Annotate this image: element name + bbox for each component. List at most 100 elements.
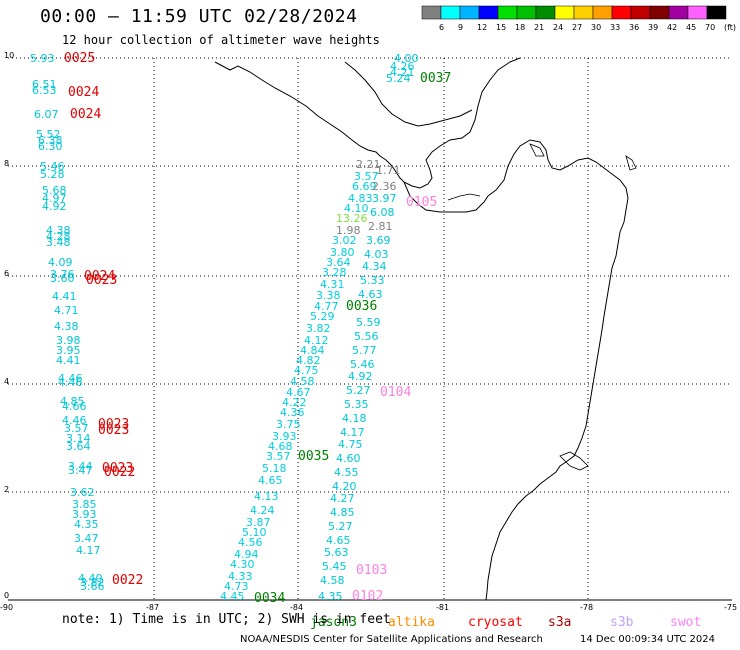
wave-height-value: 4.75 [294,364,319,377]
wave-height-value: 5.10 [242,526,267,539]
mission-name: cryosat [468,615,523,630]
wave-height-value: 3.76 [50,268,75,281]
track-center: 2.213.576.694.834.1013.261.983.023.803.6… [220,158,381,606]
wave-height-value: 4.18 [342,412,367,425]
legend-swatch [649,5,670,20]
mission-name: jason3 [310,615,357,630]
wave-height-value: 3.44 [68,460,93,473]
legend-swatch [573,5,594,20]
wave-height-value: 5.18 [262,462,287,475]
pass-time: 0024 [68,85,99,100]
wave-height-value: 3.97 [372,192,397,205]
wave-height-value: 3.85 [72,498,97,511]
wave-height-value: 4.58 [290,375,315,388]
wave-height-value: 4.65 [258,474,283,487]
mission-name: s3b [610,615,634,630]
lat-tick-label: 8 [4,159,9,168]
legend-label: 9 [458,23,463,32]
wave-height-value: 2.36 [372,180,397,193]
lon-tick-label: -90 [0,603,13,612]
footer-timestamp: 14 Dec 00:09:34 UTC 2024 [580,634,715,645]
wave-height-value: 5.24 [386,72,411,85]
wave-height-value: 4.46 [58,372,83,385]
wave-height-value: 3.14 [66,432,91,445]
wave-height-value: 4.12 [304,334,329,347]
pass-time: 0102 [352,589,383,604]
legend-label: 45 [686,23,696,32]
wave-height-value: 4.31 [320,278,345,291]
pass-time: 0034 [254,591,285,606]
legend-label: 21 [534,23,544,32]
wave-height-value: 4.20 [332,480,357,493]
wave-height-value: 5.33 [360,274,385,287]
wave-height-value: 4.27 [330,492,355,505]
pass-time: 0103 [356,563,387,578]
legend-label: 15 [496,23,506,32]
pass-time: 0023 [98,417,129,432]
wave-height-value: 4.94 [234,548,259,561]
wave-height-value: 3.57 [354,170,379,183]
legend-label: 42 [667,23,677,32]
wave-height-value: 5.45 [322,560,347,573]
wave-height-value: 5.93 [30,52,55,65]
wave-height-value: 4.22 [282,396,307,409]
wave-height-value: 2.21 [356,158,381,171]
wave-height-value: 4.67 [286,386,311,399]
legend-swatch [630,5,651,20]
mission-name: altika [388,615,435,630]
wave-height-value: 3.28 [322,266,347,279]
wave-height-value: 3.02 [332,234,357,247]
wave-height-value: 5.77 [352,344,377,357]
legend-swatch [421,5,442,20]
wave-height-value: 4.75 [338,438,363,451]
legend-swatch [668,5,689,20]
wave-height-value: 3.98 [56,334,81,347]
wave-height-value: 3.48 [46,236,71,249]
pass-time: 0037 [420,71,451,86]
wave-height-value: 4.85 [330,506,355,519]
wave-height-value: 5.56 [354,330,379,343]
wave-height-value: 4.55 [334,466,359,479]
wave-height-value: 3.66 [80,580,105,593]
wave-height-value: 4.13 [254,490,279,503]
wave-height-value: 4.03 [364,248,389,261]
pass-time: 0105 [406,195,437,210]
wave-height-value: 6.51 [32,78,57,91]
wave-height-value: 4.71 [54,304,79,317]
track-east: 1.71 2.363.976.082.813.694.034.345.334.63… [318,164,437,604]
legend-label: 12 [477,23,487,32]
wave-height-value: 4.46 [58,376,83,389]
map-grid [8,57,732,600]
pass-time: 0023 [98,423,129,438]
wave-height-value: 5.46 [40,160,65,173]
wave-height-value: 4.28 [46,230,71,243]
wave-height-value: 3.82 [80,576,105,589]
wave-height-value: 4.92 [348,370,373,383]
wave-height-value: 13.26 [336,212,368,225]
wave-height-value: 4.10 [344,202,369,215]
wave-height-value: 5.29 [310,310,335,323]
wave-height-value: 5.28 [40,168,65,181]
pass-time: 0035 [298,449,329,464]
pass-time: 0036 [346,299,377,314]
pass-time: 0025 [64,51,95,66]
legend-label: 70 [705,23,715,32]
pass-time: 0022 [104,465,135,480]
wave-height-value: 6.07 [34,108,59,121]
wave-height-value: 4.92 [42,200,67,213]
legend-swatch [535,5,556,20]
pass-time: 0104 [380,385,411,400]
wave-height-value: 3.82 [306,322,331,335]
wave-height-value: 6.30 [38,140,63,153]
wave-height-value: 3.60 [50,272,75,285]
footer-note: note: 1) Time is in UTC; 2) SWH is in fe… [62,612,391,627]
wave-height-value: 4.38 [46,224,71,237]
wave-height-value: 1.71 [376,164,401,177]
legend-label: 30 [591,23,601,32]
wave-height-value: 5.59 [356,316,381,329]
wave-height-value: 4.41 [56,354,81,367]
wave-height-value: 3.69 [366,234,391,247]
color-legend: 6 9 12 15 18 21 24 27 30 33 36 39 42 45 70 (ft) [421,5,736,32]
wave-height-value: 4.85 [60,395,85,408]
